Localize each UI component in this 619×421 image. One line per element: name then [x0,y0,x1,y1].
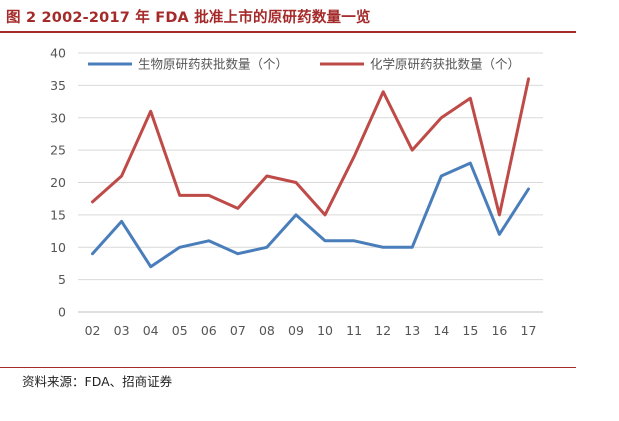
source-rule [0,367,576,368]
legend-label-2: 化学原研药获批数量（个） [370,57,520,72]
y-tick-label: 20 [50,175,66,190]
y-tick-label: 15 [50,207,66,222]
x-tick-label: 08 [259,323,275,338]
y-tick-label: 10 [50,240,66,255]
x-tick-label: 06 [201,323,217,338]
y-tick-label: 30 [50,110,66,125]
x-tick-label: 04 [143,323,159,338]
y-tick-label: 25 [50,143,66,158]
x-tick-label: 02 [85,323,101,338]
x-tick-label: 03 [114,323,130,338]
x-tick-label: 15 [462,323,478,338]
y-tick-label: 0 [58,305,66,320]
legend-label-1: 生物原研药获批数量（个） [138,57,288,72]
series-line-1 [91,161,530,269]
title-rule [0,31,576,33]
y-tick-label: 40 [50,46,66,61]
x-tick-label: 09 [288,323,304,338]
x-tick-label: 17 [521,323,537,338]
x-tick-label: 13 [404,323,420,338]
x-tick-label: 16 [491,323,507,338]
x-tick-label: 12 [375,323,391,338]
x-tick-label: 07 [230,323,246,338]
figure-title: 图 2 2002-2017 年 FDA 批准上市的原研药数量一览 [6,10,371,26]
series-line-2 [91,77,530,217]
x-tick-label: 11 [346,323,362,338]
x-tick-label: 14 [433,323,449,338]
x-tick-label: 10 [317,323,333,338]
x-tick-label: 05 [172,323,188,338]
source-note: 资料来源：FDA、招商证券 [22,374,173,389]
y-tick-label: 5 [58,272,66,287]
y-tick-label: 35 [50,78,66,93]
